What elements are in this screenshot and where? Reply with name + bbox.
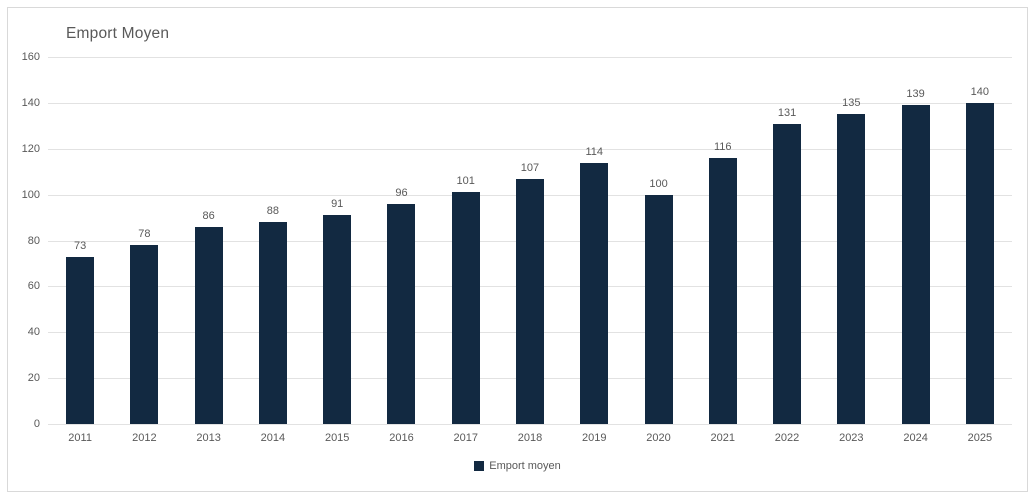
bar-value-label: 140 [970, 85, 990, 98]
bar-slot-2023: 135 2023 [819, 57, 883, 444]
bar-slot-2018: 107 2018 [498, 57, 562, 444]
y-axis-tick-label: 60 [27, 280, 40, 293]
x-axis-tick-label: 2018 [517, 432, 543, 444]
bar-value-label: 100 [649, 177, 668, 190]
y-axis-tick-label: 0 [33, 418, 40, 430]
x-axis-tick-label: 2022 [774, 432, 800, 444]
x-axis-tick-label: 2021 [710, 432, 736, 444]
bar-value-label: 116 [714, 140, 732, 153]
x-axis-tick-label: 2023 [839, 432, 864, 444]
bar-slot-2024: 139 2024 [883, 57, 947, 444]
y-axis-tick-label: 40 [27, 326, 40, 339]
bar-2023 [837, 114, 866, 424]
y-axis-tick-label: 80 [27, 234, 40, 247]
x-axis-tick-label: 2011 [68, 432, 92, 444]
bar-value-label: 131 [777, 106, 797, 119]
bar-slot-2015: 91 2015 [305, 57, 369, 444]
bar-2014 [258, 222, 287, 424]
bar-slot-2016: 96 2016 [369, 57, 433, 444]
bar-value-label: 107 [520, 161, 540, 174]
gridline-120: 120 [22, 143, 1012, 155]
x-axis-tick-label: 2013 [196, 432, 221, 444]
bar-2016 [387, 203, 416, 424]
bar-value-label: 78 [138, 228, 151, 241]
bar-slot-2013: 86 2013 [177, 57, 241, 444]
x-axis-tick-label: 2019 [582, 432, 607, 444]
chart-container: Emport Moyen 0 20 40 60 80 100 120 140 160 73 201… [7, 7, 1028, 492]
bar-2022 [773, 123, 802, 424]
x-axis-tick-label: 2015 [324, 432, 350, 444]
gridline-160: 160 [22, 51, 1012, 63]
bars-layer: 73 2011 78 2012 86 2013 88 2014 91 2015 96 2016 101 2… [48, 57, 1012, 444]
bar-slot-2014: 88 2014 [241, 57, 305, 444]
bar-value-label: 101 [456, 175, 475, 188]
gridline-140: 140 [22, 97, 1012, 109]
bar-2025 [965, 102, 994, 424]
bar-2019 [580, 162, 609, 424]
bar-slot-2019: 114 2019 [562, 57, 626, 444]
bar-value-label: 135 [842, 97, 861, 110]
y-axis-tick-label: 100 [21, 188, 40, 201]
x-axis-tick-label: 2012 [132, 432, 157, 444]
x-axis-tick-label: 2014 [260, 432, 286, 444]
bar-value-label: 114 [585, 145, 604, 158]
bar-value-label: 91 [331, 198, 344, 211]
chart-title: Emport Moyen [66, 25, 170, 42]
bar-2018 [515, 178, 544, 424]
bar-2017 [451, 192, 480, 424]
legend-label: Emport moyen [489, 460, 561, 472]
legend-swatch-icon [474, 461, 485, 471]
plot-area: 0 20 40 60 80 100 120 140 160 73 2011 78 2012 86 2013… [22, 51, 1012, 444]
bar-2015 [323, 215, 352, 424]
x-axis-tick-label: 2017 [453, 432, 478, 444]
gridline-0: 0 [34, 418, 1012, 430]
bar-slot-2022: 131 2022 [755, 57, 819, 444]
bar-2020 [644, 194, 673, 424]
y-axis-tick-label: 120 [21, 142, 40, 155]
bar-slot-2025: 140 2025 [948, 57, 1012, 444]
bar-value-label: 88 [266, 205, 280, 218]
bar-value-label: 139 [906, 88, 925, 101]
bar-slot-2012: 78 2012 [112, 57, 176, 444]
bar-value-label: 96 [395, 186, 408, 199]
bar-slot-2020: 100 2020 [626, 57, 690, 444]
bar-value-label: 73 [74, 239, 87, 252]
x-axis-tick-label: 2025 [967, 432, 993, 444]
y-axis-tick-label: 140 [21, 96, 40, 109]
bar-2021 [708, 157, 737, 424]
bar-slot-2017: 101 2017 [434, 57, 498, 444]
bar-slot-2011: 73 2011 [48, 57, 112, 444]
y-axis-tick-label: 160 [21, 51, 40, 63]
x-axis-tick-label: 2020 [646, 432, 671, 444]
y-axis-tick-label: 20 [27, 372, 40, 385]
legend: Emport moyen [8, 460, 1027, 472]
bar-2012 [130, 245, 159, 424]
bar-2013 [194, 226, 223, 424]
x-axis-tick-label: 2024 [903, 432, 928, 444]
bar-slot-2021: 116 2021 [691, 57, 755, 444]
bar-2011 [66, 256, 95, 424]
x-axis-tick-label: 2016 [389, 432, 414, 444]
bar-2024 [901, 105, 930, 424]
bar-value-label: 86 [202, 209, 215, 222]
